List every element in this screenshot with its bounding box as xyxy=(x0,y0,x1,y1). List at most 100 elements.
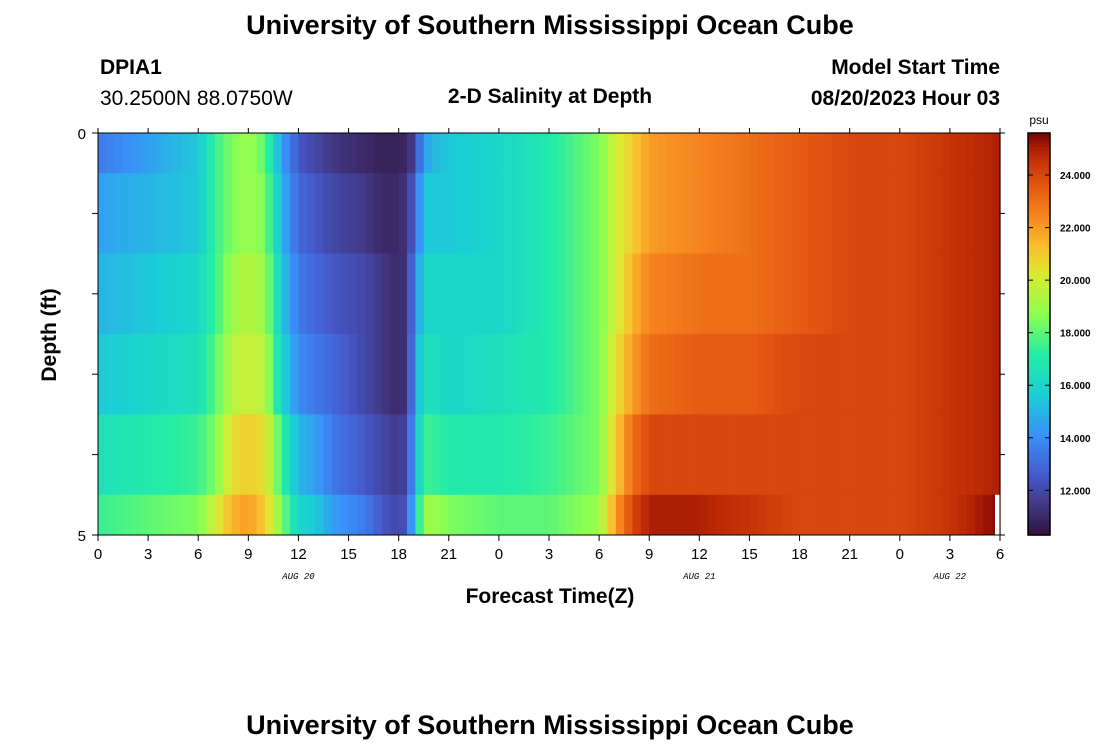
heatmap-cell xyxy=(381,253,391,335)
heatmap-cell xyxy=(941,253,951,335)
heatmap-cell xyxy=(98,253,107,335)
heatmap-cell xyxy=(239,494,249,536)
colorbar-tick-label: 24.000 xyxy=(1060,171,1091,182)
heatmap-cell xyxy=(490,253,500,335)
colorbar-segment xyxy=(1028,223,1050,228)
colorbar-segment xyxy=(1028,290,1050,295)
heatmap-cell xyxy=(239,173,249,254)
heatmap-cell xyxy=(281,253,291,335)
colorbar-segment xyxy=(1028,364,1050,369)
heatmap-cell xyxy=(657,253,667,335)
colorbar-segment xyxy=(1028,337,1050,342)
heatmap-cell xyxy=(248,133,258,174)
colorbar-segment xyxy=(1028,528,1050,533)
heatmap-cell xyxy=(916,414,926,496)
heatmap-cell xyxy=(365,173,375,254)
heatmap-cell xyxy=(924,133,934,174)
colorbar-segment xyxy=(1028,488,1050,493)
heatmap-cell xyxy=(131,494,141,536)
heatmap-cell xyxy=(306,173,316,254)
heatmap-cell xyxy=(331,133,341,174)
colorbar-segment xyxy=(1028,357,1050,362)
heatmap-cell xyxy=(365,334,375,415)
heatmap-cell xyxy=(473,334,483,415)
heatmap-cell xyxy=(874,414,884,496)
heatmap-cell xyxy=(507,494,517,536)
heatmap-cell xyxy=(523,494,533,536)
heatmap-cell xyxy=(649,414,659,496)
heatmap-cell xyxy=(599,334,609,415)
heatmap-cell xyxy=(532,253,542,335)
colorbar-segment xyxy=(1028,511,1050,516)
heatmap-cell xyxy=(306,253,316,335)
colorbar-segment xyxy=(1028,350,1050,355)
heatmap-cell xyxy=(265,173,274,254)
heatmap-cell xyxy=(824,334,834,415)
heatmap-cell xyxy=(248,173,258,254)
heatmap-cell xyxy=(256,173,266,254)
heatmap-cell xyxy=(782,173,792,254)
heatmap-cell xyxy=(248,414,258,496)
heatmap-cell xyxy=(315,253,325,335)
missing-data-cell xyxy=(994,494,1000,535)
heatmap-cell xyxy=(515,414,525,496)
heatmap-cell xyxy=(941,494,951,536)
heatmap-cell xyxy=(883,133,893,174)
heatmap-cell xyxy=(198,173,208,254)
heatmap-cell xyxy=(523,133,533,174)
heatmap-cell xyxy=(766,253,776,335)
heatmap-cell xyxy=(983,253,993,335)
heatmap-cell xyxy=(348,173,358,254)
heatmap-cell xyxy=(290,133,300,174)
colorbar-segment xyxy=(1028,273,1050,278)
heatmap-cell xyxy=(958,334,968,415)
heatmap-cell xyxy=(557,414,567,496)
heatmap-cell xyxy=(958,173,968,254)
heatmap-cell xyxy=(974,494,984,536)
heatmap-cell xyxy=(139,173,149,254)
heatmap-cell xyxy=(356,414,366,496)
heatmap-cell xyxy=(949,173,959,254)
heatmap-cell xyxy=(131,253,141,335)
heatmap-cell xyxy=(707,494,717,536)
heatmap-cell xyxy=(899,334,909,415)
heatmap-cell xyxy=(599,494,609,536)
heatmap-cell xyxy=(791,173,801,254)
heatmap-cell xyxy=(189,253,199,335)
heatmap-cell xyxy=(858,334,867,415)
heatmap-cell xyxy=(214,253,224,335)
heatmap-cell xyxy=(356,133,366,174)
heatmap-cell xyxy=(223,253,233,335)
heatmap-cell xyxy=(323,253,333,335)
heatmap-cell xyxy=(657,494,667,536)
heatmap-cell xyxy=(557,133,567,174)
heatmap-cell xyxy=(607,414,617,496)
heatmap-cell xyxy=(949,253,959,335)
heatmap-cell xyxy=(457,253,467,335)
colorbar-segment xyxy=(1028,417,1050,422)
heatmap-cell xyxy=(607,173,617,254)
heatmap-cell xyxy=(482,173,492,254)
colorbar-segment xyxy=(1028,461,1050,466)
heatmap-cell xyxy=(498,494,508,536)
colorbar-segment xyxy=(1028,277,1050,281)
heatmap-cell xyxy=(298,173,308,254)
heatmap-cell xyxy=(390,133,400,174)
heatmap-cell xyxy=(373,334,383,415)
x-tick-label: 15 xyxy=(340,546,357,563)
heatmap-cell xyxy=(607,334,617,415)
heatmap-cell xyxy=(824,133,834,174)
colorbar-segment xyxy=(1028,213,1050,218)
heatmap-cell xyxy=(273,253,283,335)
heatmap-cell xyxy=(231,414,241,496)
station-id: DPIA1 xyxy=(100,56,162,79)
colorbar-segment xyxy=(1028,468,1050,472)
heatmap-cell xyxy=(206,494,216,536)
heatmap-cell xyxy=(281,173,291,254)
heatmap-cell xyxy=(807,334,817,415)
heatmap-cell xyxy=(949,334,959,415)
heatmap-cell xyxy=(574,414,584,496)
heatmap-cell xyxy=(365,133,375,174)
heatmap-cell xyxy=(824,414,834,496)
heatmap-cell xyxy=(123,133,133,174)
